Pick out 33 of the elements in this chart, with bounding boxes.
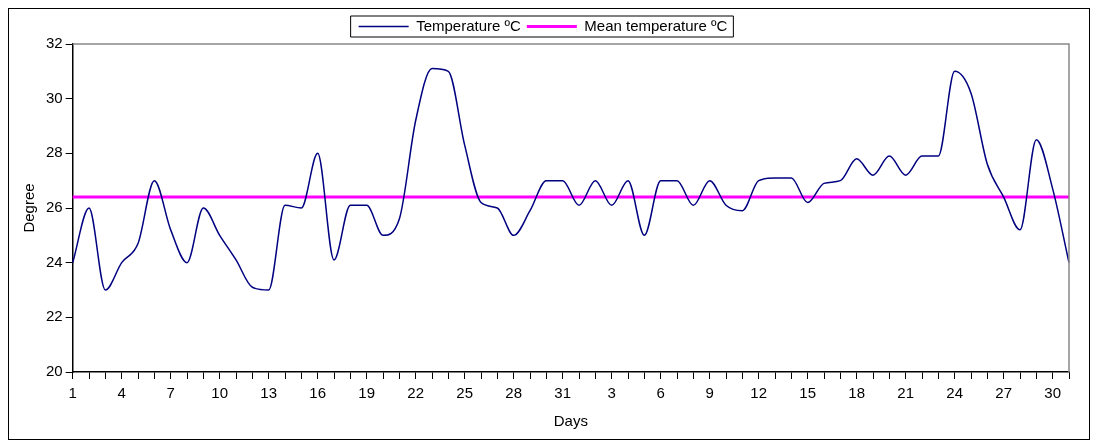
x-tick-label: 30	[1044, 384, 1062, 402]
legend-label: Temperature ºC	[416, 16, 521, 34]
x-tick-label: 27	[995, 384, 1013, 402]
y-tick-label: 26	[46, 198, 63, 216]
x-tick-label: 31	[554, 384, 572, 402]
x-tick-label: 6	[656, 384, 665, 402]
y-tick-label: 28	[46, 143, 63, 161]
x-tick-label: 7	[166, 384, 175, 402]
x-axis-title: Days	[553, 412, 588, 430]
x-tick-label: 3	[607, 384, 616, 402]
line-series	[71, 67, 1070, 291]
x-tick-label: 24	[946, 384, 964, 402]
x-tick-label: 13	[260, 384, 278, 402]
y-tick-label: 20	[46, 362, 63, 380]
x-tick-label: 10	[211, 384, 229, 402]
x-tick-label: 16	[309, 384, 327, 402]
x-tick-label: 21	[897, 384, 915, 402]
x-tick-label: 4	[117, 384, 126, 402]
x-tick-label: 25	[456, 384, 474, 402]
y-tick-label: 24	[46, 252, 63, 270]
x-tick-label: 1	[68, 384, 77, 402]
x-tick-label: 15	[799, 384, 817, 402]
x-tick-label: 22	[407, 384, 425, 402]
x-tick-label: 28	[505, 384, 523, 402]
x-tick-label: 9	[705, 384, 714, 402]
y-tick-label: 30	[46, 88, 63, 106]
y-axis-title: Degree	[20, 183, 38, 233]
legend-label: Mean temperature ºC	[584, 16, 728, 34]
x-tick-label: 18	[848, 384, 866, 402]
y-tick-label: 22	[46, 307, 63, 325]
x-tick-label: 12	[750, 384, 768, 402]
x-tick-label: 19	[358, 384, 376, 402]
y-tick-label: 32	[46, 34, 63, 52]
